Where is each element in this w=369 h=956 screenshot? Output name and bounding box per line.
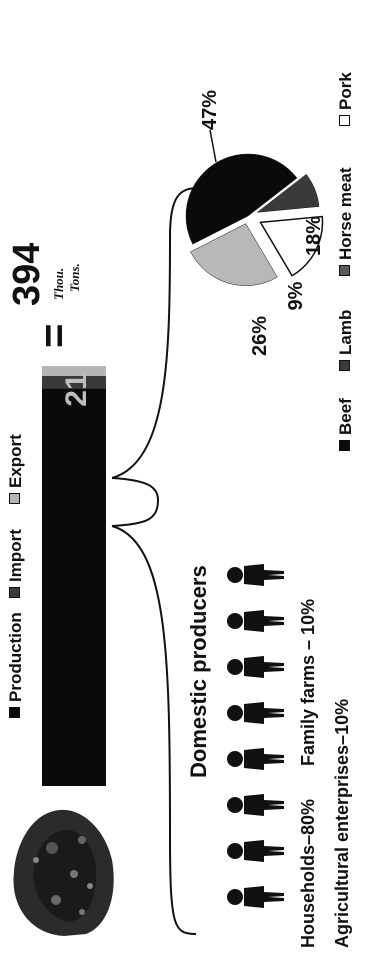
producers-title: Domestic producers: [186, 565, 211, 778]
legend-horse-meat: Horse meat: [336, 167, 356, 276]
legend-pork: Pork: [336, 72, 356, 126]
right-bracket: [111, 187, 199, 479]
legend-export: Export: [6, 434, 26, 504]
legend-swatch-pork: [339, 115, 350, 126]
stacked-bar-chart: 21: [42, 366, 106, 786]
left-bracket: [111, 525, 197, 935]
pie-slice-beef: [185, 153, 298, 245]
pie-label-beef: 47%: [199, 90, 221, 130]
producer-person-icon: [227, 656, 284, 678]
legend-label-pork: Pork: [336, 72, 355, 110]
legend-swatch-export: [9, 493, 20, 504]
producer-figures: [226, 522, 288, 912]
unit-line-2: Tons.: [67, 263, 82, 292]
legend-import: Import: [6, 529, 26, 598]
legend-swatch-import: [9, 587, 20, 598]
bar-end-fringe: [42, 366, 106, 376]
bar-segment-label: 21: [60, 373, 93, 406]
legend-swatch-beef: [339, 440, 350, 451]
legend-label-horse-meat: Horse meat: [336, 167, 355, 260]
producer-person-icon: [227, 886, 284, 908]
unit-line-1: Thou.: [51, 267, 66, 300]
agricultural-enterprises-share: Agricultural enterprises–10%: [332, 698, 352, 948]
pie-leader-line: [209, 129, 217, 163]
producer-person-icon: [227, 564, 284, 586]
producer-person-icon: [227, 702, 284, 724]
middle-bracket-left: [111, 499, 159, 527]
legend-label-production: Production: [6, 612, 25, 702]
pie-slice-lamb: [256, 173, 320, 213]
legend-swatch-production: [9, 707, 20, 718]
producer-person-icon: [227, 610, 284, 632]
legend-label-lamb: Lamb: [336, 309, 355, 355]
pie-slice-horse-meat: [259, 215, 324, 277]
pie-slice-pork: [190, 223, 278, 286]
legend-lamb: Lamb: [336, 310, 356, 371]
producer-person-icon: [227, 840, 284, 862]
pie-label-lamb: 9%: [285, 281, 307, 310]
households-share: Households–80%: [298, 798, 318, 948]
legend-production: Production: [6, 612, 26, 718]
legend-label-export: Export: [6, 434, 25, 488]
legend-swatch-lamb: [339, 360, 350, 371]
pie-label-horse-meat: 18%: [303, 216, 325, 256]
meat-type-pie-chart: 47% 9% 18% 26%: [185, 90, 325, 356]
total-value: 394: [6, 242, 48, 306]
legend-label-import: Import: [6, 529, 25, 582]
legend-label-beef: Beef: [336, 398, 355, 435]
equals-sign: =: [30, 323, 77, 348]
bracket-lines: [111, 187, 199, 935]
producer-person-icon: [227, 748, 284, 770]
bar-segment-production: [42, 388, 106, 786]
meat-photo: [13, 809, 114, 936]
legend-beef: Beef: [336, 398, 356, 451]
family-farms-share: Family farms – 10%: [298, 598, 318, 766]
legend-swatch-horse-meat: [339, 265, 350, 276]
producer-person-icon: [227, 794, 284, 816]
pie-label-pork: 26%: [249, 316, 271, 356]
middle-bracket-right: [111, 477, 159, 501]
